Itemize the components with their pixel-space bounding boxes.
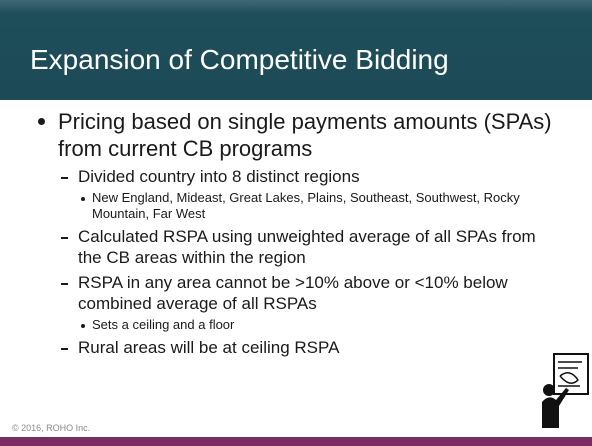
bullet-text: New England, Mideast, Great Lakes, Plain… (92, 190, 520, 221)
bullet-item: New England, Mideast, Great Lakes, Plain… (81, 190, 552, 222)
bullet-text: Sets a ceiling and a floor (92, 317, 235, 332)
bullet-marker (81, 197, 85, 201)
bullet-text: RSPA in any area cannot be >10% above or… (78, 273, 508, 313)
bullet-item: Sets a ceiling and a floor (81, 317, 552, 333)
title-bar (0, 0, 592, 100)
bullet-item: RSPA in any area cannot be >10% above or… (61, 272, 548, 333)
bullet-marker (61, 283, 68, 285)
bullet-marker (38, 118, 45, 125)
bottom-stripe (0, 437, 592, 446)
footer: © 2016, ROHO Inc. (12, 423, 91, 433)
bullet-item: Calculated RSPA using unweighted average… (61, 226, 548, 268)
bullet-text: Pricing based on single payments amounts… (58, 109, 552, 161)
bullet-marker (81, 324, 85, 328)
bullet-item: Divided country into 8 distinct regions N… (61, 166, 548, 222)
bullet-item: Pricing based on single payments amounts… (38, 108, 558, 358)
bullet-marker (61, 348, 68, 350)
bullet-marker (61, 237, 68, 239)
bullet-text: Rural areas will be at ceiling RSPA (78, 338, 340, 357)
bullet-list: Pricing based on single payments amounts… (0, 108, 592, 363)
slide-title: Expansion of Competitive Bidding (30, 44, 449, 75)
teacher-clipart (542, 353, 589, 428)
bullet-text: Calculated RSPA using unweighted average… (78, 227, 536, 267)
bullet-item: Rural areas will be at ceiling RSPA (61, 337, 548, 358)
bullet-text: Divided country into 8 distinct regions (78, 167, 360, 186)
bullet-marker (61, 177, 68, 179)
